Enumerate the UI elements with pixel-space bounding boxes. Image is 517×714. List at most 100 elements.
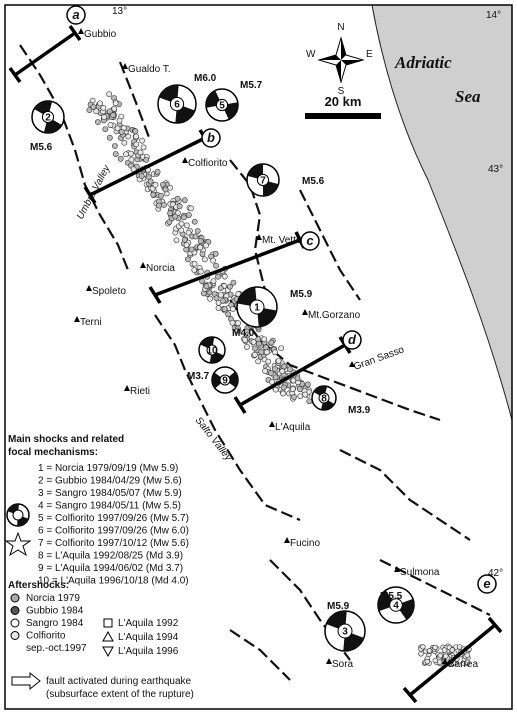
aftershock-dot [197,238,204,245]
magnitude-label: M3.9 [348,405,371,416]
legend-symbol [102,646,114,658]
legend-symbol [10,593,20,603]
place-marker [122,63,128,69]
place-marker [302,309,308,315]
aftershock-dot [424,658,431,665]
aftershock-dot [197,244,204,251]
compass-label: S [338,86,345,97]
aftershock-dot [265,358,272,365]
magnitude-label: M3.7 [187,371,210,382]
place-label: Spoleto [92,286,126,297]
aftershock-dot [227,283,233,290]
aftershock-dot [263,349,270,356]
profile-label: e [483,576,490,591]
profile-label: d [348,332,357,347]
magnitude-label: M5.9 [290,289,313,300]
aftershock-dot [128,156,135,163]
aftershock-dot [210,257,216,264]
aftershock-dot [90,104,97,110]
legend-entry: 4 = Sangro 1984/05/11 (Mw 5.5) [38,501,181,512]
aftershock-dot [213,295,220,302]
place-label: Gualdo T. [128,64,171,75]
aftershock-dot [207,295,213,302]
aftershock-dot [255,358,262,365]
mechanism-id: 10 [206,346,218,357]
legend-entry: 6 = Colfiorito 1997/09/26 (Mw 6.0) [38,526,189,537]
aftershock-dot [275,357,282,364]
aftershock-dot [184,256,191,263]
place-label: Terni [80,317,102,328]
aftershock-dot [280,390,286,397]
place-label: Rieti [130,386,150,397]
legend-entry: Sangro 1984 [26,618,84,629]
aftershock-dot [110,112,117,119]
aftershock-dot [174,195,181,202]
mechanism-id: 6 [174,100,180,111]
place-marker [124,385,130,391]
aftershock-dot [306,398,313,405]
aftershock-dot [252,345,258,352]
place-marker [140,262,146,268]
aftershock-dot [420,644,426,650]
star-symbol [4,531,32,557]
aftershock-dot [426,648,433,654]
place-marker [78,28,84,34]
beachball-center [337,623,353,639]
profile-marker [342,330,362,350]
aftershock-dot [432,644,438,651]
legend-title: Aftershocks: [8,580,69,591]
magnitude-label: M5.5 [380,591,403,602]
legend-text: (subsurface extent of the rupture) [46,689,194,700]
profile-label: b [207,130,215,145]
aftershock-dot [269,379,275,385]
mechanism-id: 8 [321,394,327,405]
beachball-center [169,96,185,112]
lat-label: 43° [488,164,503,175]
mechanism-id: 4 [393,601,399,612]
scale-label: 20 km [325,94,362,109]
compass: N E S W [306,22,373,97]
aftershock-dot [250,339,257,345]
place-label: Mt. Vettore [262,235,311,246]
aftershock-dot [154,168,161,175]
legend-symbol [103,618,113,628]
mechanism-id: 2 [45,113,51,124]
aftershock-dot [251,351,258,358]
aftershock-dot [255,336,262,343]
mechanism-id: 3 [342,627,348,638]
aftershock-dot [272,366,278,372]
magnitude-label: M6.0 [194,73,217,84]
aftershock-dot [121,139,128,146]
aftershock-dot [125,133,132,140]
legend: Main shocks and related focal mechanisms… [4,434,194,700]
aftershock-dot [217,291,224,298]
aftershock-dot [152,181,159,188]
aftershock-dot [138,173,145,179]
aftershock-dot [180,214,187,221]
aftershock-dot [230,279,237,286]
aftershock-dot [261,336,268,343]
aftershock-dot [258,348,265,355]
beachball-center [206,344,218,356]
aftershock-dot [215,305,222,311]
aftershock-dot [225,311,232,318]
compass-label: W [306,49,316,60]
beachball-center [219,374,231,386]
beachball-center [249,299,265,315]
legend-entry: 8 = L'Aquila 1992/08/25 (Md 3.9) [38,551,183,562]
magnitude-label: M5.7 [240,80,263,91]
aftershock-dot [464,652,470,658]
aftershock-dot [191,218,198,225]
aftershock-dot [160,202,167,208]
legend-entry: 7 = Colfiorito 1997/10/12 (Mw 5.6) [38,538,189,549]
lon-label: 13° [112,6,127,17]
profiles [8,24,503,704]
legend-entry: 10 = L'Aquila 1996/10/18 (Md 4.0) [38,576,189,587]
aftershock-dot [221,273,228,280]
aftershock-dot [210,278,217,285]
aftershock-dot [212,250,219,257]
aftershock-dot [229,306,236,312]
aftershock-dot [173,237,180,244]
legend-entry: Norcia 1979 [26,593,80,604]
